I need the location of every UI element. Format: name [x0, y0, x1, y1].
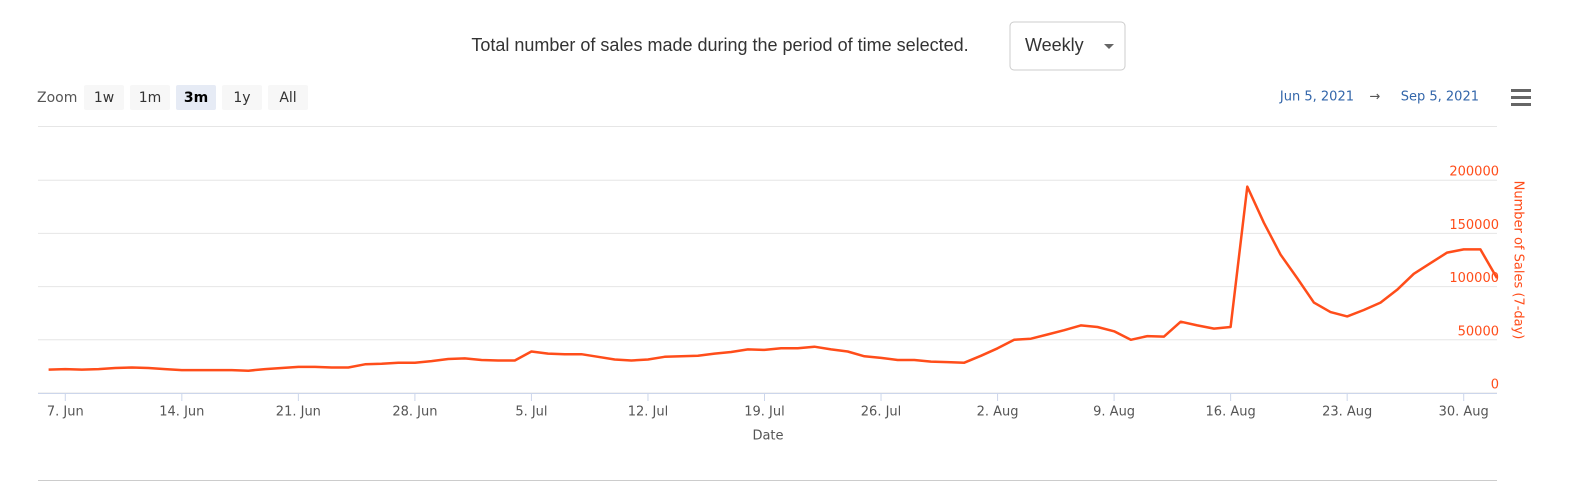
zoom-button[interactable]	[222, 85, 262, 110]
x-tick-label: 26. Jul	[861, 405, 902, 420]
zoom-button-label: 1w	[94, 90, 114, 106]
y-axis-title: Number of Sales (7-day)	[1511, 181, 1526, 340]
zoom-button[interactable]	[176, 85, 216, 110]
select-caret	[1104, 44, 1114, 49]
menu-button[interactable]	[1511, 89, 1531, 106]
zoom-button-label: All	[279, 90, 296, 106]
x-tick-label: 12. Jul	[628, 405, 669, 420]
zoom-button[interactable]	[268, 85, 308, 110]
y-tick-label: 200000	[1449, 165, 1499, 180]
x-tick-label: 16. Aug	[1206, 405, 1256, 420]
y-tick-label: 0	[1491, 378, 1499, 393]
zoom-button-label: 1m	[139, 90, 162, 106]
header-text: Total number of sales made during the pe…	[471, 35, 968, 55]
zoom-button-label: 3m	[184, 90, 208, 106]
series-line	[48, 185, 1499, 372]
x-tick-label: 14. Jun	[159, 405, 204, 420]
period-select[interactable]	[1009, 21, 1126, 71]
x-tick-label: 28. Jun	[392, 405, 437, 420]
zoom-button-label: 1y	[233, 90, 250, 106]
range-from[interactable]: Jun 5, 2021	[1279, 90, 1354, 105]
x-tick-label: 23. Aug	[1322, 405, 1372, 420]
x-tick-label: 21. Jun	[276, 405, 321, 420]
x-tick-label: 7. Jun	[47, 405, 84, 420]
x-tick-label: 9. Aug	[1093, 405, 1135, 420]
x-tick-label: 2. Aug	[977, 405, 1019, 420]
menu-bar	[1511, 103, 1531, 106]
menu-bar	[1511, 89, 1531, 92]
x-tick-label: 30. Aug	[1439, 405, 1489, 420]
zoom-button[interactable]	[130, 85, 170, 110]
x-tick-label: 19. Jul	[744, 405, 785, 420]
range-arrow: →	[1370, 90, 1381, 105]
y-tick-label: 150000	[1449, 218, 1499, 233]
y-tick-label: 100000	[1449, 271, 1499, 286]
x-tick-label: 5. Jul	[515, 405, 547, 420]
select-value: Weekly	[1025, 35, 1084, 55]
zoom-button[interactable]	[84, 85, 124, 110]
y-tick-label: 50000	[1458, 324, 1499, 339]
menu-bar	[1511, 96, 1531, 99]
x-axis-title: Date	[752, 429, 783, 444]
zoom-label: Zoom	[37, 90, 77, 106]
range-to[interactable]: Sep 5, 2021	[1401, 90, 1479, 105]
